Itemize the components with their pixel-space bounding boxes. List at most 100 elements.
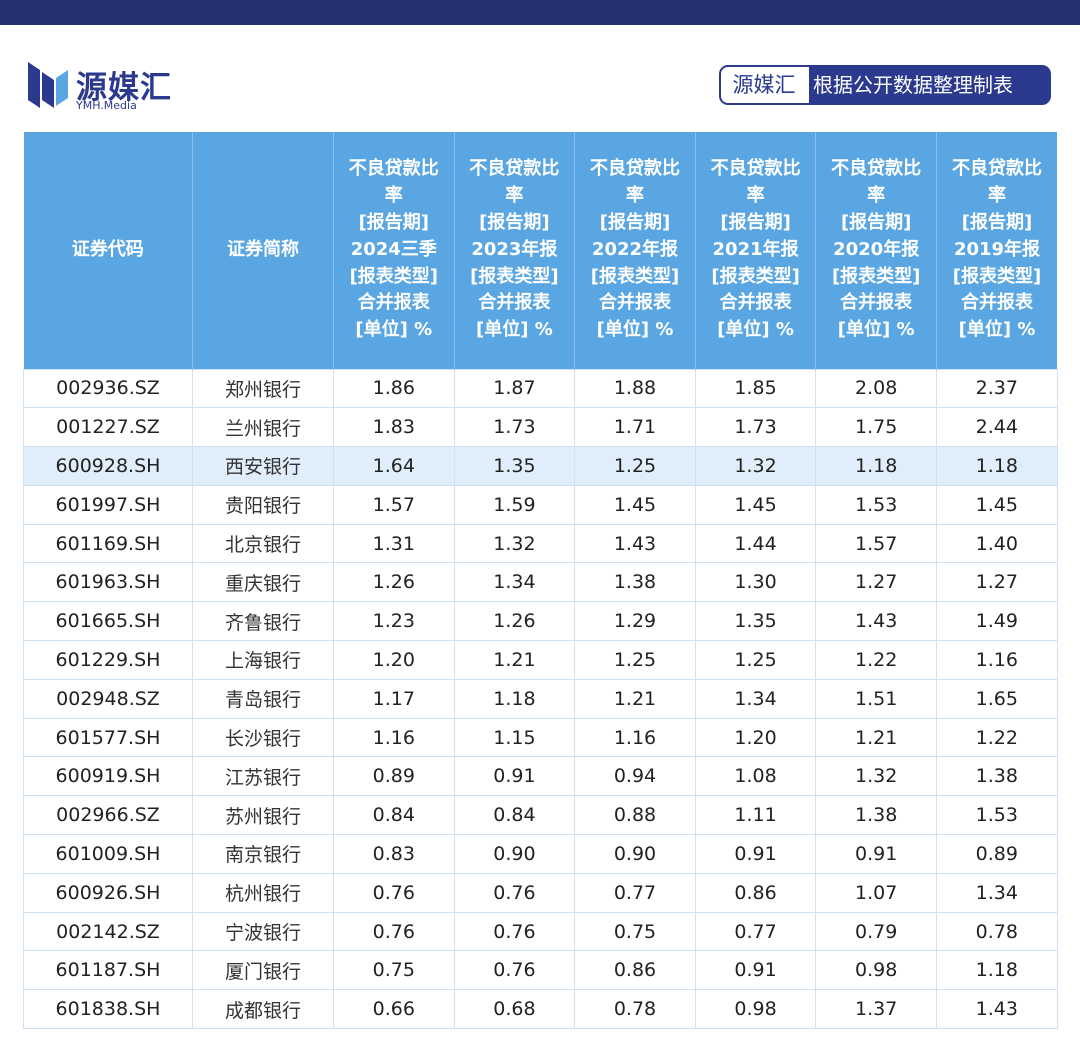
table-row: 601665.SH 齐鲁银行 1.23 1.26 1.29 1.35 1.43 1.49 xyxy=(23,601,1058,642)
header-line: [单位] % xyxy=(717,319,794,341)
cell-value: 1.35 xyxy=(694,601,817,642)
cell-name: 齐鲁银行 xyxy=(192,601,334,642)
cell-value: 0.77 xyxy=(574,872,696,913)
table-row: 601229.SH 上海银行 1.20 1.21 1.25 1.25 1.22 1.16 xyxy=(23,640,1058,680)
cell-value: 1.21 xyxy=(453,640,576,680)
cell-value: 2.08 xyxy=(815,368,937,409)
table-row: 601838.SH 成都银行 0.66 0.68 0.78 0.98 1.37 1.43 xyxy=(23,989,1058,1030)
cell-value: 1.87 xyxy=(453,368,576,409)
cell-name: 南京银行 xyxy=(192,834,334,874)
cell-code: 002948.SZ xyxy=(23,678,193,719)
header-period: 不良贷款比率 [报告期] 2020年报 [报表类型] 合并报表 [单位] % xyxy=(815,132,937,369)
cell-value: 1.71 xyxy=(574,407,696,448)
cell-value: 1.53 xyxy=(815,484,937,525)
header-line: 不良贷款比 xyxy=(348,158,439,180)
header-line: 率 xyxy=(746,185,765,207)
cell-value: 1.31 xyxy=(333,523,455,564)
table-header-row: 证券代码 证券简称 不良贷款比率 [报告期] 2024三季 [报表类型] 合并报表 [单位… xyxy=(23,132,1058,369)
cell-value: 1.57 xyxy=(815,523,937,564)
cell-value: 0.68 xyxy=(453,989,576,1030)
cell-value: 0.86 xyxy=(694,872,817,913)
cell-code: 002142.SZ xyxy=(23,911,193,952)
cell-value: 1.35 xyxy=(453,446,576,486)
cell-name: 贵阳银行 xyxy=(192,484,334,525)
cell-value: 1.38 xyxy=(815,795,937,836)
source-tag: 源媒汇 根据公开数据整理制表 xyxy=(719,65,1051,105)
cell-code: 600928.SH xyxy=(23,446,193,486)
header-line: [单位] % xyxy=(837,319,915,341)
cell-value: 0.89 xyxy=(333,756,455,797)
cell-value: 1.75 xyxy=(815,407,937,448)
cell-code: 601577.SH xyxy=(23,717,193,758)
table-row: 601169.SH 北京银行 1.31 1.32 1.43 1.44 1.57 1.40 xyxy=(23,523,1058,564)
header-period: 不良贷款比率 [报告期] 2022年报 [报表类型] 合并报表 [单位] % xyxy=(574,132,696,369)
cell-value: 1.27 xyxy=(935,562,1058,603)
cell-code: 002936.SZ xyxy=(23,368,193,409)
cell-code: 001227.SZ xyxy=(23,407,193,448)
logo-name-en: YMH.Media xyxy=(76,99,137,112)
cell-value: 1.29 xyxy=(574,601,696,642)
cell-value: 0.83 xyxy=(333,834,455,874)
header-name: 证券简称 xyxy=(192,132,334,369)
cell-value: 1.07 xyxy=(815,872,937,913)
source-tag-shape xyxy=(719,65,1051,105)
table-row: 601997.SH 贵阳银行 1.57 1.59 1.45 1.45 1.53 1.45 xyxy=(23,484,1058,525)
cell-name: 成都银行 xyxy=(192,989,334,1030)
cell-value: 2.37 xyxy=(935,368,1058,409)
cell-value: 1.65 xyxy=(935,678,1058,719)
cell-value: 1.37 xyxy=(815,989,937,1030)
header-line: 2021年报 xyxy=(712,238,799,260)
cell-value: 1.57 xyxy=(333,484,455,525)
cell-value: 0.91 xyxy=(694,834,817,874)
header-line: 率 xyxy=(505,185,524,207)
cell-name: 兰州银行 xyxy=(192,407,334,448)
header-line: [单位] % xyxy=(355,319,433,341)
logo-name-cn: 源媒汇 xyxy=(76,70,172,106)
header-line: 合并报表 xyxy=(961,292,1034,314)
header-line: 不良贷款比 xyxy=(469,158,560,180)
header-line: 2024三季 xyxy=(350,238,437,260)
cell-value: 1.59 xyxy=(453,484,576,525)
header-period: 不良贷款比率 [报告期] 2023年报 [报表类型] 合并报表 [单位] % xyxy=(453,132,575,369)
header-line: [单位] % xyxy=(958,319,1036,341)
header-line: [报告期] xyxy=(599,212,671,234)
cell-value: 1.32 xyxy=(694,446,817,486)
header-line: [报表类型] xyxy=(831,265,921,287)
cell-value: 1.38 xyxy=(574,562,696,603)
cell-value: 1.18 xyxy=(935,446,1058,486)
cell-value: 1.25 xyxy=(574,446,696,486)
cell-value: 1.20 xyxy=(333,640,455,680)
source-text: 根据公开数据整理制表 xyxy=(813,73,1013,97)
cell-value: 0.91 xyxy=(815,834,937,874)
cell-value: 0.76 xyxy=(333,911,455,952)
cell-value: 1.38 xyxy=(935,756,1058,797)
cell-value: 0.76 xyxy=(453,911,576,952)
cell-value: 0.84 xyxy=(453,795,576,836)
header-line: [报告期] xyxy=(961,212,1033,234)
header-line: 率 xyxy=(988,185,1007,207)
header-line: 合并报表 xyxy=(478,292,551,314)
header-line: 不良贷款比 xyxy=(589,158,680,180)
logo-mark-icon xyxy=(28,62,68,108)
cell-value: 0.91 xyxy=(694,950,817,991)
cell-value: 0.76 xyxy=(453,950,576,991)
header-line: 2020年报 xyxy=(833,238,920,260)
cell-value: 0.77 xyxy=(694,911,817,952)
cell-value: 0.86 xyxy=(574,950,696,991)
cell-code: 601009.SH xyxy=(23,834,193,874)
cell-value: 1.88 xyxy=(574,368,696,409)
cell-value: 1.16 xyxy=(574,717,696,758)
header-line: 合并报表 xyxy=(357,292,430,314)
cell-value: 1.32 xyxy=(453,523,576,564)
cell-value: 0.94 xyxy=(574,756,696,797)
header-line: 2023年报 xyxy=(471,238,558,260)
table-row: 002966.SZ 苏州银行 0.84 0.84 0.88 1.11 1.38 1.53 xyxy=(23,795,1058,836)
cell-value: 0.79 xyxy=(815,911,937,952)
table-row: 002948.SZ 青岛银行 1.17 1.18 1.21 1.34 1.51 1.65 xyxy=(23,678,1058,719)
cell-value: 0.78 xyxy=(574,989,696,1030)
cell-value: 1.26 xyxy=(333,562,455,603)
cell-value: 1.25 xyxy=(694,640,817,680)
cell-value: 0.98 xyxy=(815,950,937,991)
header-line: 2019年报 xyxy=(953,238,1041,260)
cell-name: 北京银行 xyxy=(192,523,334,564)
